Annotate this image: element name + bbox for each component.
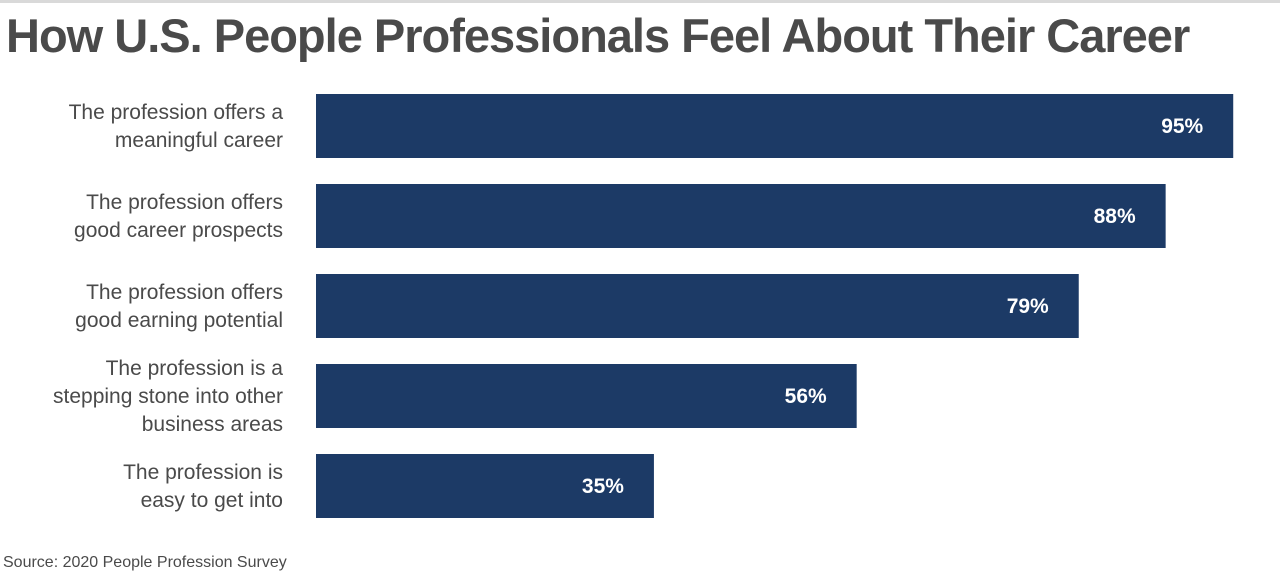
- bar: [316, 184, 1166, 248]
- bar: [316, 274, 1079, 338]
- source-note: Source: 2020 People Profession Survey: [3, 554, 287, 571]
- category-label: The profession offers good career prospec…: [74, 191, 283, 242]
- chart-title: How U.S. People Professionals Feel About…: [6, 9, 1190, 62]
- bar-value-label: 56%: [785, 385, 827, 408]
- bar-value-label: 35%: [582, 475, 624, 498]
- category-label: The profession offers a meaningful career: [69, 101, 284, 152]
- bar: [316, 364, 857, 428]
- bar-value-label: 88%: [1094, 205, 1136, 228]
- top-rule: [0, 0, 1280, 3]
- bar: [316, 454, 654, 518]
- category-label: The profession is a stepping stone into o…: [53, 357, 283, 436]
- bar-value-label: 95%: [1161, 115, 1203, 138]
- category-label: The profession offers good earning potent…: [75, 281, 283, 332]
- bar: [316, 94, 1234, 158]
- bar-value-label: 79%: [1007, 295, 1049, 318]
- category-label: The profession is easy to get into: [123, 461, 283, 512]
